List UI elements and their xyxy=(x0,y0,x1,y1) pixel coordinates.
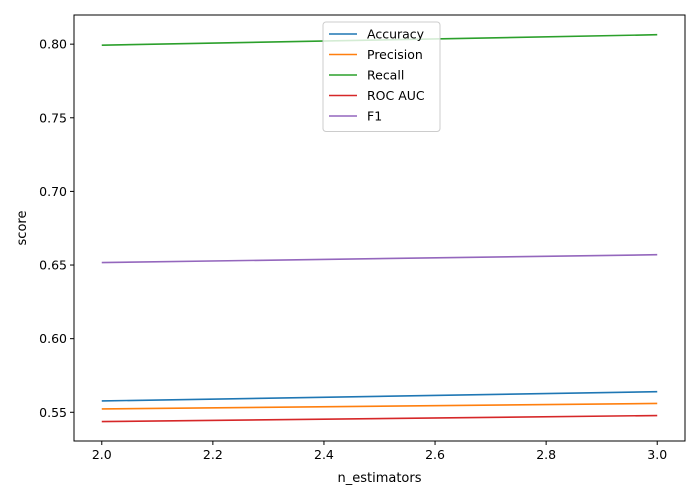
legend-label: Accuracy xyxy=(367,27,425,42)
x-tick-label: 2.4 xyxy=(314,447,334,462)
y-axis-label: score xyxy=(15,211,30,246)
x-tick-label: 3.0 xyxy=(647,447,667,462)
y-tick-label: 0.60 xyxy=(39,331,67,346)
y-axis: 0.55 0.60 0.65 0.70 0.75 0.80 xyxy=(39,37,74,420)
x-tick-label: 2.0 xyxy=(92,447,112,462)
y-tick-label: 0.80 xyxy=(39,37,67,52)
plot-frame xyxy=(73,14,686,442)
legend-box xyxy=(322,21,441,132)
series-line-roc-auc xyxy=(101,414,658,423)
legend-label: Recall xyxy=(367,68,404,83)
x-tick-label: 2.2 xyxy=(203,447,223,462)
y-tick-label: 0.75 xyxy=(39,110,67,125)
x-axis: 2.0 2.2 2.4 2.6 2.8 3.0 xyxy=(92,441,667,462)
legend-label: ROC AUC xyxy=(367,88,425,103)
legend-label: F1 xyxy=(367,109,382,124)
y-tick-label: 0.70 xyxy=(39,184,67,199)
x-tick-label: 2.8 xyxy=(536,447,556,462)
y-tick-label: 0.55 xyxy=(39,405,67,420)
series-line-accuracy xyxy=(101,390,658,402)
series-line-precision xyxy=(101,402,658,410)
legend: Accuracy Precision Recall ROC AUC F1 xyxy=(322,21,441,132)
y-tick-label: 0.65 xyxy=(39,258,67,273)
x-tick-label: 2.6 xyxy=(425,447,445,462)
series-line-f1 xyxy=(101,253,658,264)
legend-label: Precision xyxy=(367,47,423,62)
x-axis-label: n_estimators xyxy=(337,471,421,486)
